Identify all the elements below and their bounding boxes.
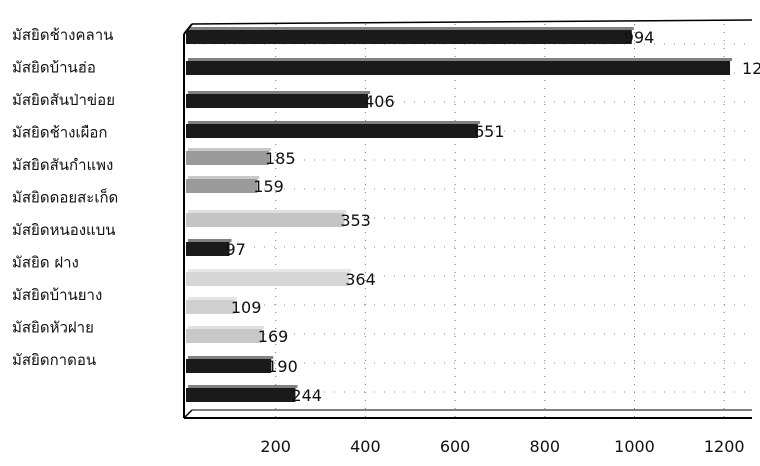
bar [186,388,296,402]
data-label: 109 [231,298,262,317]
bar-top-face [188,385,298,388]
bar [186,151,269,165]
bar-top-face [188,27,634,30]
bar [186,30,632,44]
axis-line [191,19,753,25]
x-tick-label: 600 [440,437,471,456]
data-label: 97 [226,240,246,259]
category-labels: มัสยิดช้างคลานมัสยิดบ้านฮ่อมัสยิดสันป่าข… [12,26,118,369]
data-label: 185 [265,149,296,168]
data-label: 406 [364,92,395,111]
bar [186,179,258,193]
category-label: มัสยิดหัวฝาย [12,319,94,337]
bar [186,272,350,286]
category-label: มัสยิดบ้านยาง [12,286,102,304]
bar-top-face [188,269,352,272]
bar-top-face [188,210,347,213]
data-label: 353 [340,211,371,230]
bar-top-face [188,356,274,359]
bar [186,359,272,373]
category-label: มัสยิดสันกำแพง [12,156,113,174]
category-label: มัสยิด ฝาง [12,254,79,272]
data-label: 994 [624,28,655,47]
data-label: 159 [253,177,284,196]
data-label: 169 [258,327,289,346]
bar-top-face [188,326,264,329]
bar-top-face [188,58,733,61]
bar [186,61,731,75]
data-label: 364 [345,270,376,289]
bar-top-face [188,121,480,124]
grid-lines [184,24,752,418]
bar [186,242,230,256]
bar-top-face [188,297,237,300]
category-label: มัสยิดบ้านฮ่อ [12,59,96,77]
x-tick-label: 400 [350,437,381,456]
bar [186,300,235,314]
x-tick-label: 200 [260,437,291,456]
bar [186,124,478,138]
category-label: มัสยิดช้างเผือก [12,124,108,142]
data-label: 190 [267,357,298,376]
x-tick-label: 800 [530,437,561,456]
data-label: 1213 [742,59,760,78]
x-tick-label: 1000 [614,437,655,456]
bar-top-face [188,176,260,179]
category-label: มัสยิดกาดอน [12,351,96,369]
data-label: 651 [474,122,505,141]
x-tick-label: 1200 [704,437,745,456]
bar-top-face [188,91,371,94]
x-tick-labels: 200 400 600 800 1000 1200 [260,437,744,456]
plot-frame [183,19,753,419]
axis-line [183,409,193,419]
bar-top-face [188,239,232,242]
bar-top-face [188,148,271,151]
bar [186,213,345,227]
bar [186,329,262,343]
data-labels: 994 1213 406 651 185 159 353 97 364 109 169 190 244 [226,28,760,405]
category-label: มัสยิดหนองแบน [12,221,116,239]
category-label: มัสยิดช้างคลาน [12,26,113,44]
category-label: มัสยิดสันป่าข่อย [12,91,115,109]
data-label: 244 [291,386,322,405]
category-label: มัสยิดดอยสะเก็ด [12,188,118,207]
bar [186,94,369,108]
bars [186,27,733,402]
